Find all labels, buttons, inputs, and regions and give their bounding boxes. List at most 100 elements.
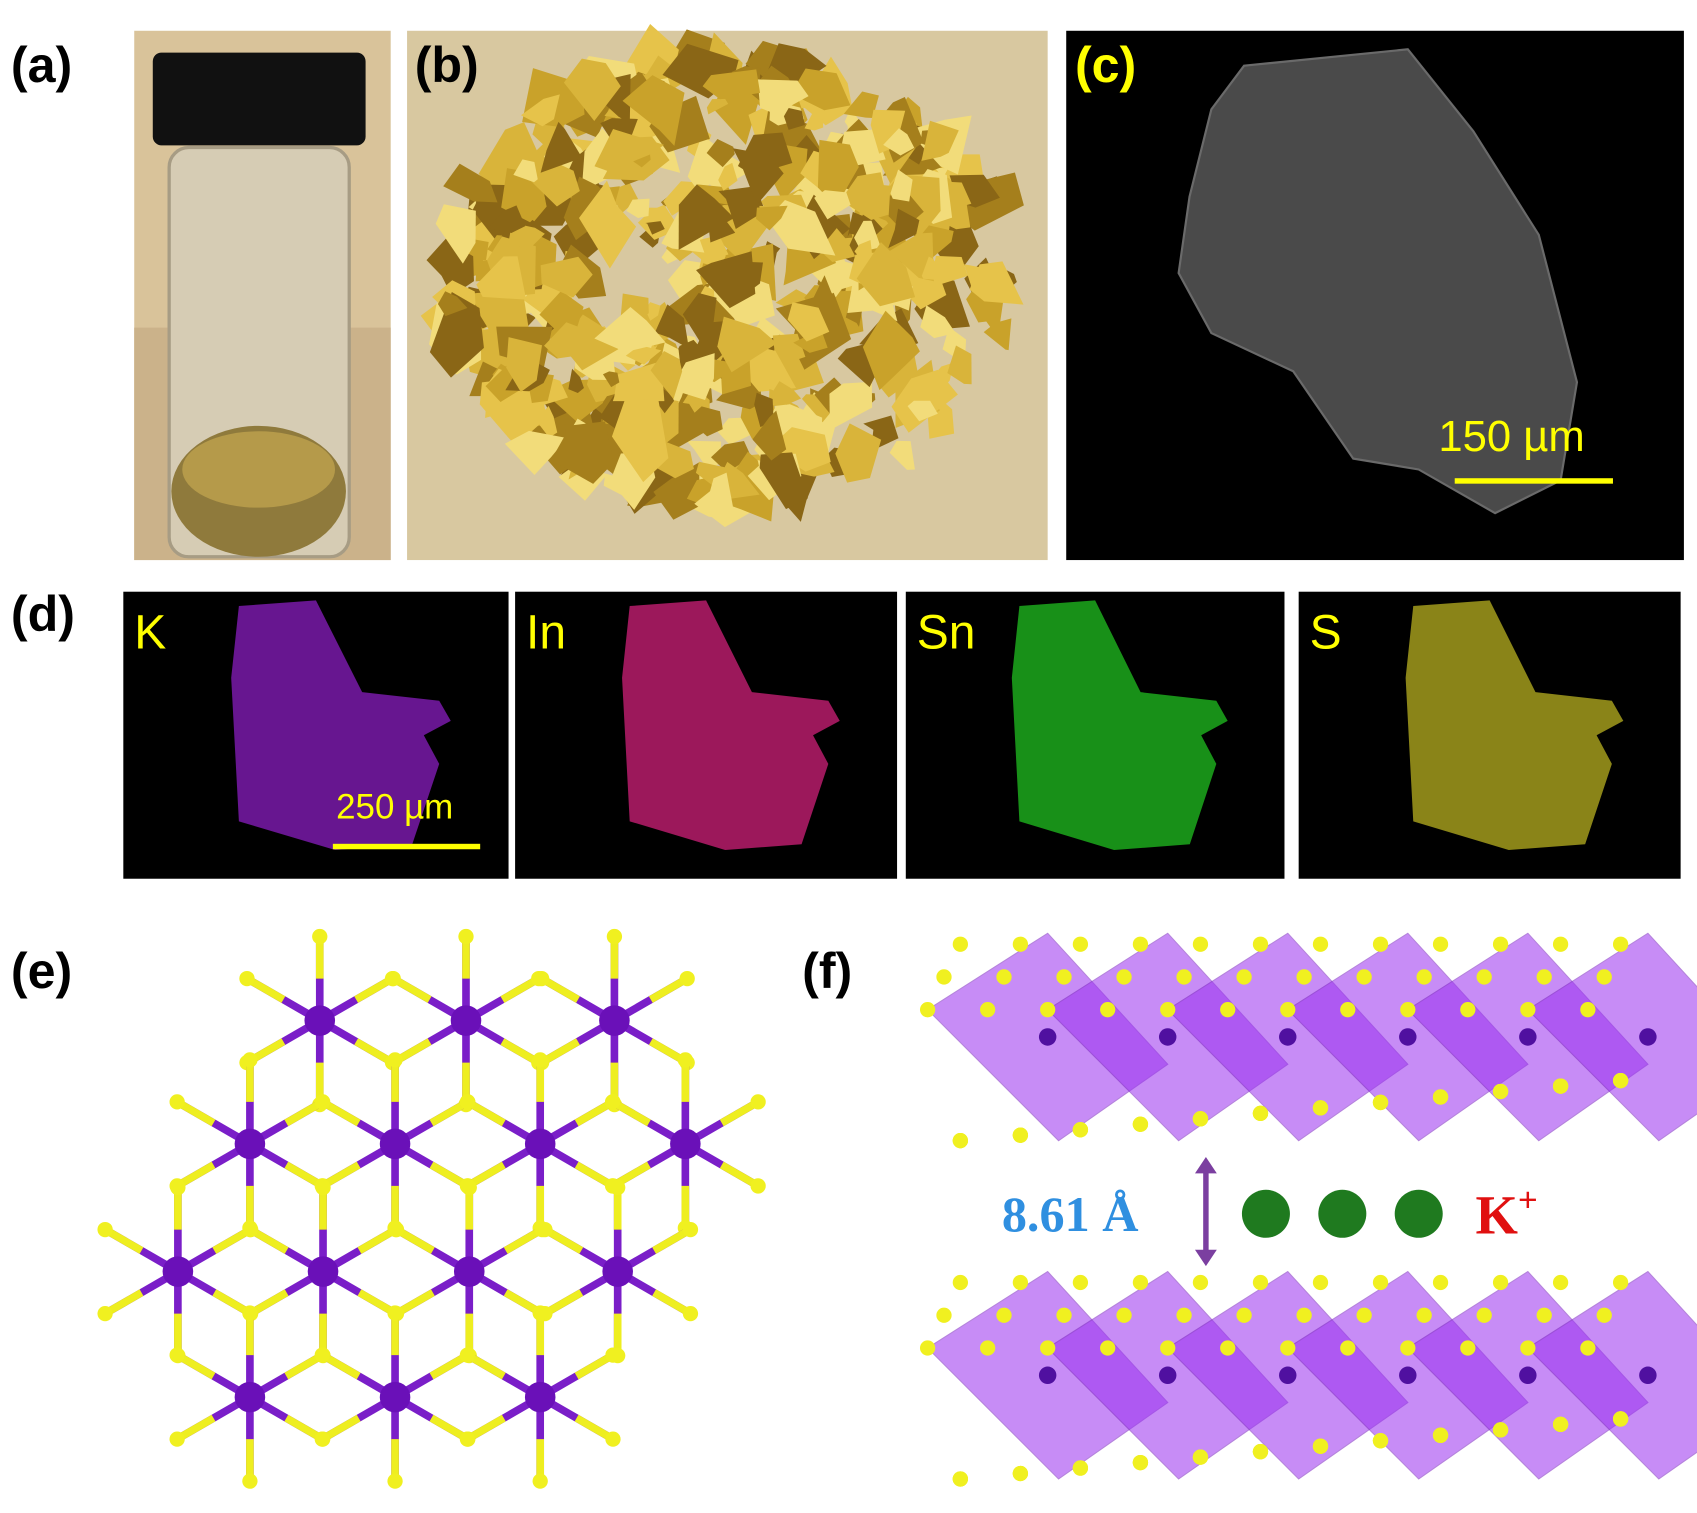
s-atom bbox=[242, 1052, 258, 1068]
element-distribution bbox=[622, 600, 840, 851]
s-atom bbox=[1056, 969, 1072, 985]
s-atom bbox=[1612, 1411, 1629, 1427]
s-atom bbox=[314, 1431, 330, 1447]
in-atom bbox=[379, 1128, 411, 1160]
flake bbox=[983, 318, 1012, 351]
element-distribution bbox=[231, 600, 451, 851]
s-atom bbox=[1476, 969, 1492, 985]
flake bbox=[437, 291, 468, 317]
s-atom bbox=[936, 969, 952, 985]
s-atom bbox=[1372, 1433, 1389, 1449]
s-atom bbox=[537, 1221, 553, 1238]
s-atom bbox=[1372, 1094, 1389, 1111]
in-atom bbox=[1279, 1028, 1297, 1046]
s-atom bbox=[1132, 1116, 1149, 1132]
s-atom bbox=[1176, 969, 1192, 985]
in-atom bbox=[1639, 1028, 1657, 1046]
s-atom bbox=[1192, 1111, 1209, 1127]
flake bbox=[687, 155, 714, 192]
s-atom bbox=[242, 1221, 258, 1238]
flake bbox=[568, 368, 584, 394]
flake bbox=[787, 302, 830, 342]
s-atom bbox=[1220, 1002, 1236, 1018]
in-atom bbox=[1158, 1366, 1177, 1385]
s-atom bbox=[1280, 1002, 1296, 1018]
s-atom bbox=[459, 1094, 476, 1110]
flake bbox=[720, 461, 760, 500]
s-atom bbox=[996, 1307, 1012, 1323]
s-atom bbox=[1312, 1274, 1329, 1291]
s-atom bbox=[980, 1340, 996, 1356]
in-atom bbox=[453, 1256, 485, 1287]
s-atom bbox=[312, 928, 328, 945]
flake bbox=[907, 400, 938, 422]
flake bbox=[551, 421, 614, 484]
k-ion bbox=[1318, 1189, 1367, 1238]
panel-label: (f) bbox=[802, 943, 852, 999]
panel-label: (b) bbox=[415, 37, 479, 93]
flake bbox=[654, 304, 689, 349]
in-atom bbox=[234, 1381, 266, 1413]
in-atom bbox=[1399, 1028, 1417, 1046]
flake bbox=[817, 139, 859, 207]
flake bbox=[790, 68, 851, 111]
flake bbox=[889, 440, 915, 470]
s-atom bbox=[1296, 969, 1312, 985]
flake bbox=[709, 216, 736, 243]
s-atom bbox=[1192, 936, 1209, 952]
s-atom bbox=[459, 1431, 476, 1447]
s-atom bbox=[996, 969, 1012, 985]
flake bbox=[920, 305, 956, 339]
s-atom bbox=[1612, 1274, 1629, 1291]
s-atom bbox=[1160, 1340, 1176, 1356]
s-atom bbox=[1416, 969, 1432, 985]
panel-label: (c) bbox=[1075, 37, 1136, 93]
s-atom bbox=[1252, 936, 1269, 952]
flake bbox=[854, 239, 873, 265]
s-atom bbox=[315, 1179, 331, 1196]
flake bbox=[443, 163, 498, 203]
flake bbox=[844, 111, 861, 133]
flake bbox=[695, 184, 735, 206]
k-ion bbox=[1241, 1189, 1290, 1238]
scale-bar bbox=[1454, 478, 1613, 484]
in-atom bbox=[602, 1256, 633, 1287]
s-atom bbox=[1460, 1340, 1476, 1356]
s-atom bbox=[532, 1052, 548, 1068]
s-atom bbox=[750, 1094, 766, 1110]
s-atom bbox=[1520, 1340, 1536, 1356]
in-atom bbox=[304, 1005, 336, 1036]
flake bbox=[653, 462, 700, 520]
ion: K bbox=[1475, 1184, 1517, 1245]
octahedron bbox=[1526, 932, 1697, 1142]
s-atom bbox=[1356, 969, 1372, 985]
s-atom bbox=[169, 1347, 185, 1363]
in-atom bbox=[1158, 1028, 1177, 1046]
s-atom bbox=[919, 1340, 936, 1356]
in-atom bbox=[524, 1381, 556, 1413]
s-atom bbox=[952, 936, 968, 952]
in-atom bbox=[1519, 1028, 1537, 1046]
panel-label: (e) bbox=[11, 943, 72, 999]
s-atom bbox=[1372, 936, 1389, 952]
s-atom bbox=[677, 1052, 693, 1068]
flake bbox=[687, 406, 723, 437]
s-atom bbox=[1252, 1444, 1269, 1460]
s-atom bbox=[387, 1052, 403, 1068]
flake bbox=[717, 316, 777, 373]
s-atom bbox=[239, 970, 255, 987]
element-label: K bbox=[134, 606, 166, 659]
s-atom bbox=[1492, 936, 1509, 952]
element-label: S bbox=[1310, 606, 1342, 659]
flake bbox=[696, 251, 756, 309]
s-atom bbox=[1072, 1460, 1089, 1476]
s-atom bbox=[1280, 1340, 1296, 1356]
s-atom bbox=[1432, 936, 1449, 952]
s-atom bbox=[1132, 1454, 1149, 1471]
element-label: Sn bbox=[917, 606, 976, 659]
flake bbox=[513, 159, 538, 183]
layered-structure bbox=[919, 932, 1697, 1487]
s-atom bbox=[1580, 1002, 1596, 1018]
s-atom bbox=[952, 1471, 968, 1487]
s-atom bbox=[1176, 1307, 1192, 1323]
